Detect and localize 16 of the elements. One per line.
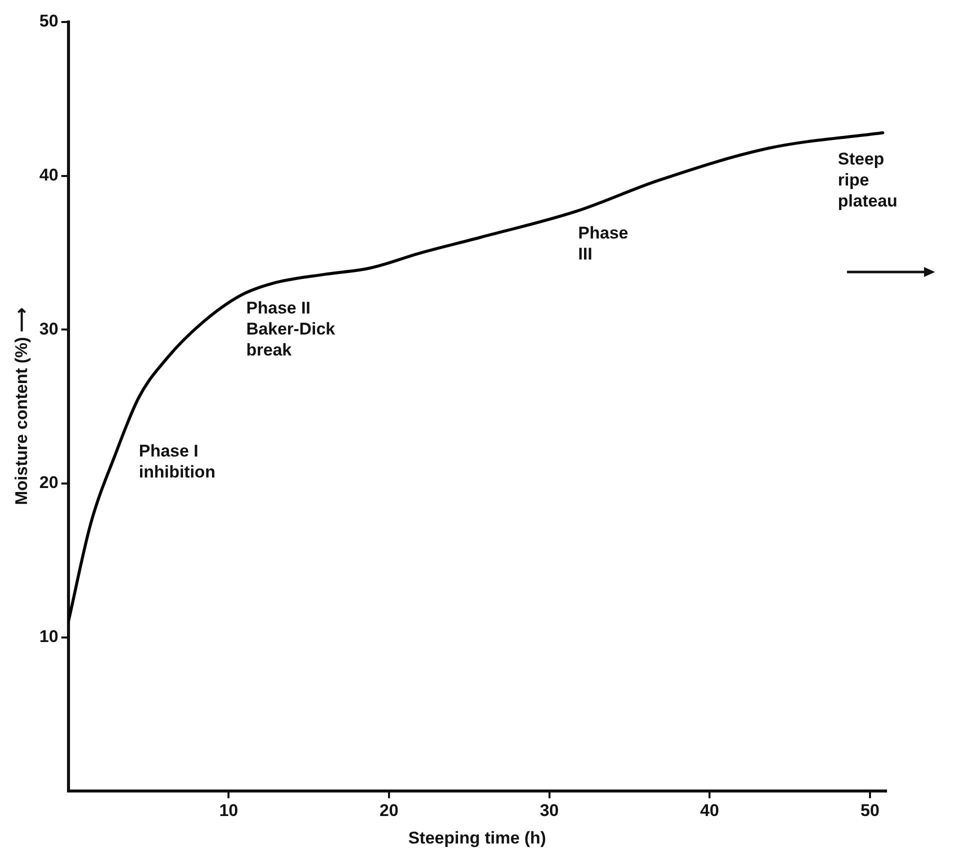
y-tick-label: 40 (39, 166, 58, 185)
x-tick-label: 20 (380, 801, 398, 820)
annotation: Phase II Baker-Dick break (246, 298, 336, 360)
y-tick-label: 10 (39, 627, 58, 646)
x-tick-label: 30 (540, 801, 559, 820)
annotation: Phase I inhibition (138, 442, 216, 482)
y-tick-label: 20 (39, 473, 58, 492)
x-tick-label: 40 (700, 801, 720, 820)
annotation: Phase III (578, 223, 628, 264)
y-tick-label: 50 (39, 12, 58, 31)
annotation: Steep ripe plateau (838, 149, 898, 210)
x-tick-label: 50 (860, 801, 880, 820)
y-tick-label: 30 (39, 319, 58, 338)
x-axis-title: Steeping time (h) (408, 828, 546, 848)
y-axis-title: Moisture content (%) ⟶ (12, 308, 31, 506)
x-tick-label: 10 (219, 801, 238, 820)
